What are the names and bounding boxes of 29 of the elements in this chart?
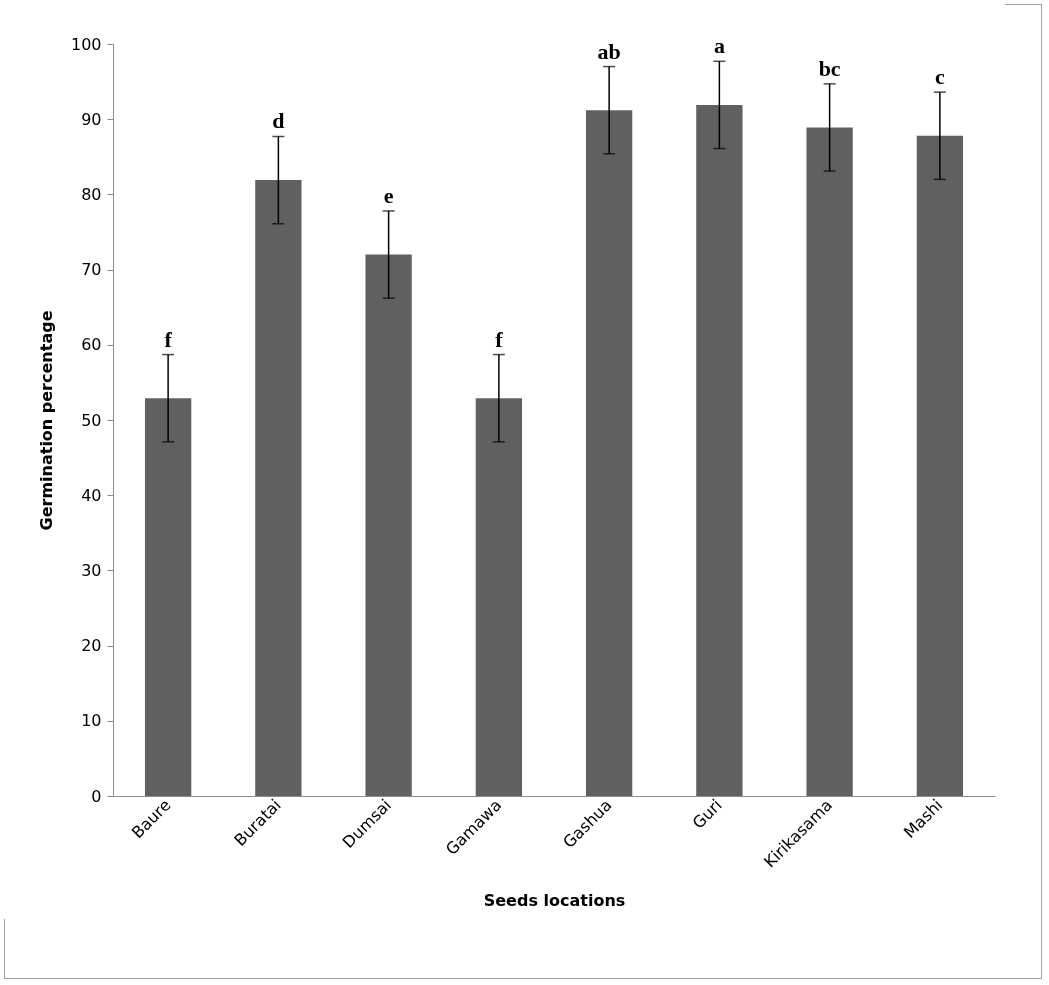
x-axis-title: Seeds locations [483,890,626,910]
y-tick-label: 80 [81,184,102,204]
annotation: f [495,326,504,352]
bar [475,398,523,796]
annotation: bc [818,55,841,81]
y-tick-label: 0 [91,786,102,806]
y-tick-label: 20 [81,636,102,656]
y-tick-label: 10 [81,711,102,731]
bar [144,398,192,796]
bar [255,180,302,796]
y-tick-label: 60 [81,335,102,355]
annotation: e [383,182,394,208]
annotation: a [713,33,725,59]
y-tick-label: 90 [81,109,102,129]
y-tick-label: 70 [81,260,102,280]
y-tick-label: 50 [81,410,102,430]
bar [696,104,743,796]
bar [365,254,412,796]
annotation: f [164,326,173,352]
y-tick-label: 40 [81,485,102,505]
y-axis-title: Germination percentage [36,310,56,531]
annotation: c [934,64,945,90]
bar [806,127,853,796]
bar [585,110,633,796]
annotation: d [272,108,285,134]
y-tick-label: 100 [70,34,102,54]
annotation: ab [597,38,621,64]
y-tick-label: 30 [81,560,102,580]
bar [916,135,964,796]
